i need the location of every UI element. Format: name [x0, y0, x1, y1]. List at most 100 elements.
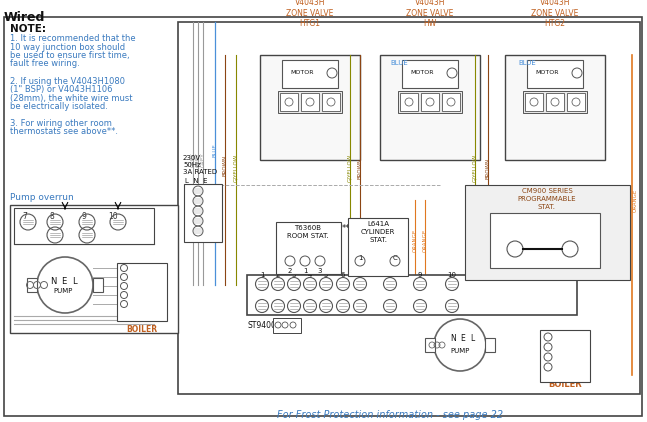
Text: G/YELLOW: G/YELLOW [234, 154, 239, 182]
Text: C: C [393, 255, 397, 261]
Text: 7: 7 [22, 212, 27, 221]
Bar [27, 278, 37, 292]
Bar [322, 93, 340, 111]
Text: 1: 1 [358, 255, 362, 261]
Bar [178, 22, 640, 394]
Text: (1" BSP) or V4043H1106: (1" BSP) or V4043H1106 [10, 85, 113, 94]
Text: V4043H
ZONE VALVE
HTG1: V4043H ZONE VALVE HTG1 [287, 0, 334, 28]
Text: Wired: Wired [4, 11, 45, 24]
Bar [421, 93, 439, 111]
Text: NOTE:: NOTE: [10, 24, 46, 34]
Bar [273, 318, 301, 333]
Text: G/YELLOW: G/YELLOW [347, 154, 353, 182]
Text: GREY: GREY [195, 153, 201, 167]
Text: E: E [61, 278, 66, 287]
Bar [280, 93, 298, 111]
Bar [400, 93, 418, 111]
Bar [348, 218, 408, 276]
Text: 10: 10 [108, 212, 118, 221]
Text: A: A [516, 221, 524, 231]
Text: G/YELLOW: G/YELLOW [472, 154, 477, 182]
Text: 4: 4 [308, 272, 313, 278]
Text: MOTOR: MOTOR [535, 70, 559, 76]
Text: 8: 8 [388, 272, 392, 278]
Bar [282, 60, 338, 88]
Text: Pump overrun: Pump overrun [10, 193, 74, 202]
Bar [184, 184, 222, 242]
Text: B: B [561, 221, 569, 231]
Text: L: L [72, 278, 76, 287]
Text: 2: 2 [288, 268, 292, 274]
Text: PL: PL [130, 274, 138, 280]
Text: E: E [556, 343, 561, 352]
Text: 1. It is recommended that the: 1. It is recommended that the [10, 34, 136, 43]
Text: BROWN: BROWN [485, 157, 490, 179]
Bar [425, 338, 435, 352]
Text: O: O [546, 334, 551, 340]
Text: ROOM STAT.: ROOM STAT. [287, 233, 329, 239]
Text: BLUE: BLUE [212, 143, 217, 157]
Text: 3: 3 [292, 272, 296, 278]
Text: L641A: L641A [367, 221, 389, 227]
Bar [260, 55, 360, 160]
Text: 1: 1 [259, 272, 264, 278]
Text: 8: 8 [49, 212, 54, 221]
Bar [247, 275, 577, 315]
Text: 6: 6 [341, 272, 345, 278]
Bar [540, 330, 590, 382]
Bar [465, 185, 630, 280]
Text: 3. For wiring other room: 3. For wiring other room [10, 119, 112, 128]
Bar [505, 55, 605, 160]
Text: N: N [50, 278, 56, 287]
Text: 2: 2 [276, 272, 280, 278]
Text: GREY: GREY [190, 153, 195, 167]
Text: N: N [450, 334, 455, 343]
Bar [525, 93, 543, 111]
Bar [442, 93, 460, 111]
Text: BROWN: BROWN [358, 157, 362, 179]
Text: For Frost Protection information - see page 22: For Frost Protection information - see p… [277, 410, 503, 420]
Bar [402, 60, 458, 88]
Text: V4043H
ZONE VALVE
HW: V4043H ZONE VALVE HW [406, 0, 454, 28]
Text: HW HTG: HW HTG [273, 320, 302, 326]
Bar [523, 91, 587, 113]
Text: PUMP: PUMP [53, 288, 72, 294]
Text: E: E [130, 292, 135, 298]
Bar [567, 93, 585, 111]
Text: ON: ON [130, 301, 140, 307]
Text: SL: SL [130, 265, 138, 271]
Text: 10: 10 [448, 272, 457, 278]
Text: ON: ON [556, 352, 567, 362]
Text: L  N  E: L N E [185, 178, 208, 184]
Text: E: E [460, 334, 465, 343]
Text: BROWN: BROWN [223, 154, 228, 176]
Text: BLUE: BLUE [390, 60, 408, 66]
Text: GREY: GREY [201, 153, 206, 167]
Bar [93, 278, 103, 292]
Text: MOTOR: MOTOR [410, 70, 433, 76]
Text: ORANGE: ORANGE [413, 228, 417, 252]
Text: 9: 9 [418, 272, 422, 278]
Text: MOTOR: MOTOR [291, 70, 314, 76]
Text: T6360B: T6360B [294, 225, 322, 231]
Text: be used to ensure first time,: be used to ensure first time, [10, 51, 129, 60]
Text: ORANGE: ORANGE [422, 228, 428, 252]
Text: STAT.: STAT. [369, 237, 387, 243]
Text: fault free wiring.: fault free wiring. [10, 60, 80, 68]
Text: ST9400A/C: ST9400A/C [247, 320, 289, 329]
Bar [301, 93, 319, 111]
Bar [490, 213, 600, 268]
Bar [14, 208, 154, 244]
Bar [546, 93, 564, 111]
Text: thermostats see above**.: thermostats see above**. [10, 127, 118, 136]
Text: (28mm), the white wire must: (28mm), the white wire must [10, 94, 133, 103]
Text: 10 way junction box should: 10 way junction box should [10, 43, 125, 51]
Text: L: L [556, 333, 560, 341]
Bar [485, 338, 495, 352]
Text: V4043H
ZONE VALVE
HTG2: V4043H ZONE VALVE HTG2 [531, 0, 578, 28]
Text: CM900 SERIES: CM900 SERIES [521, 188, 573, 194]
Text: be electrically isolated.: be electrically isolated. [10, 102, 108, 111]
Text: PUMP: PUMP [450, 348, 470, 354]
Text: 2. If using the V4043H1080: 2. If using the V4043H1080 [10, 76, 125, 86]
Text: ORANGE: ORANGE [633, 188, 637, 211]
